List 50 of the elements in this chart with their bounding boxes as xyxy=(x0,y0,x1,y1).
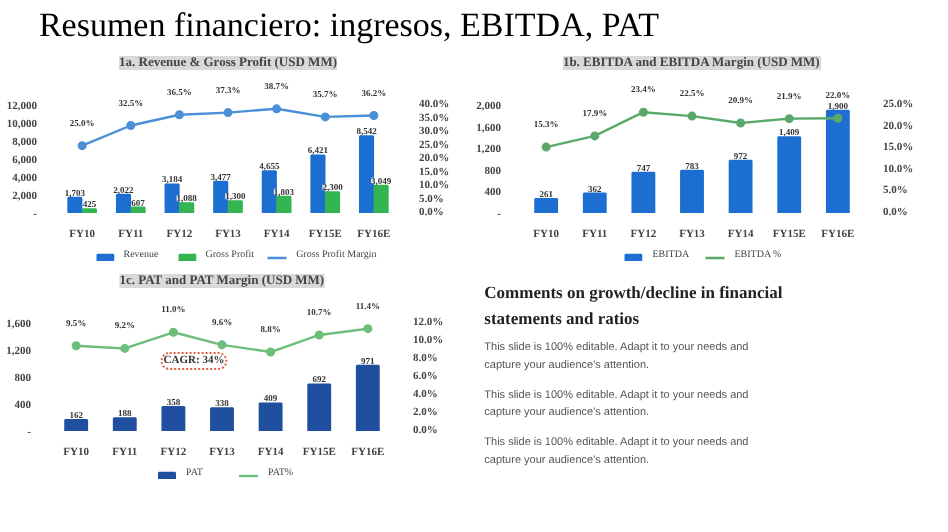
bar xyxy=(213,180,229,213)
point xyxy=(272,104,282,114)
bar xyxy=(179,202,195,213)
bar xyxy=(64,419,89,431)
bar xyxy=(258,402,283,431)
point xyxy=(590,131,600,141)
bar xyxy=(67,196,83,213)
bar xyxy=(115,193,132,213)
point xyxy=(174,110,184,120)
bar xyxy=(276,195,292,213)
bar xyxy=(324,191,341,213)
point xyxy=(266,347,276,357)
bar xyxy=(261,170,277,213)
point xyxy=(784,114,794,124)
point xyxy=(71,341,81,351)
point xyxy=(120,343,130,353)
bar xyxy=(534,197,559,213)
point xyxy=(369,111,379,121)
point xyxy=(320,112,330,122)
point xyxy=(833,113,843,123)
point xyxy=(638,107,648,117)
point xyxy=(363,324,373,334)
point xyxy=(223,108,233,118)
bar xyxy=(825,109,850,213)
bar xyxy=(161,405,186,431)
point xyxy=(314,330,324,340)
text: Comments on growth/decline in financial statements and ratios xyxy=(484,281,784,328)
bar xyxy=(307,383,332,431)
bar xyxy=(777,136,802,213)
bar xyxy=(373,184,389,213)
bar xyxy=(728,159,753,213)
point xyxy=(77,141,87,151)
chart-title: Resumen financiero: ingresos, EBITDA, PAT xyxy=(38,6,661,44)
bar xyxy=(130,206,146,213)
point xyxy=(217,340,227,350)
bar xyxy=(358,135,375,213)
bar xyxy=(631,171,656,213)
bar xyxy=(310,154,326,213)
point xyxy=(687,111,697,121)
bar xyxy=(112,417,137,431)
bar xyxy=(355,364,380,431)
bar xyxy=(210,407,234,431)
point xyxy=(168,327,178,337)
point xyxy=(736,118,746,128)
bar xyxy=(680,169,704,213)
bar xyxy=(582,192,607,213)
point xyxy=(126,121,136,130)
bar xyxy=(164,183,180,213)
point xyxy=(541,142,551,152)
bar xyxy=(227,200,243,213)
